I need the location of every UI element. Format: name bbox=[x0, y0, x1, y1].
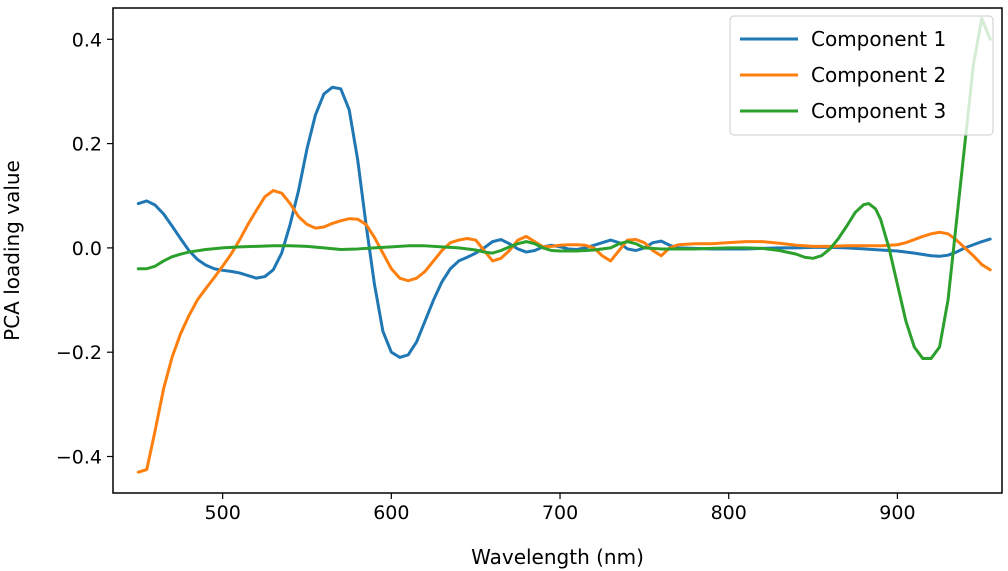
x-axis: 500 600 700 800 900 bbox=[205, 493, 916, 524]
x-tick-label: 800 bbox=[711, 502, 747, 524]
y-tick-label: 0.4 bbox=[72, 29, 102, 51]
legend-label-component-3: Component 3 bbox=[811, 99, 946, 123]
legend-label-component-2: Component 2 bbox=[811, 63, 946, 87]
x-tick-label: 500 bbox=[205, 502, 241, 524]
series-line-component-2 bbox=[136, 189, 992, 474]
y-axis-title: PCA loading value bbox=[0, 160, 24, 341]
y-tick-label: 0.2 bbox=[72, 134, 102, 156]
y-tick-label: −0.2 bbox=[56, 342, 102, 364]
y-axis: −0.4 −0.2 0.0 0.2 0.4 bbox=[56, 29, 113, 468]
y-tick-label: 0.0 bbox=[72, 238, 102, 260]
plot-frame bbox=[112, 7, 1003, 494]
legend: Component 1 Component 2 Component 3 bbox=[729, 15, 994, 136]
legend-box bbox=[729, 15, 994, 136]
series-line-component-3 bbox=[136, 16, 992, 360]
series-line-component-1 bbox=[136, 85, 992, 359]
series-layer bbox=[136, 16, 992, 474]
x-tick-label: 700 bbox=[542, 502, 578, 524]
x-axis-title: Wavelength (nm) bbox=[471, 545, 644, 569]
y-tick-label: −0.4 bbox=[56, 446, 102, 468]
legend-label-component-1: Component 1 bbox=[811, 27, 946, 51]
x-tick-label: 900 bbox=[879, 502, 915, 524]
x-tick-label: 600 bbox=[373, 502, 409, 524]
